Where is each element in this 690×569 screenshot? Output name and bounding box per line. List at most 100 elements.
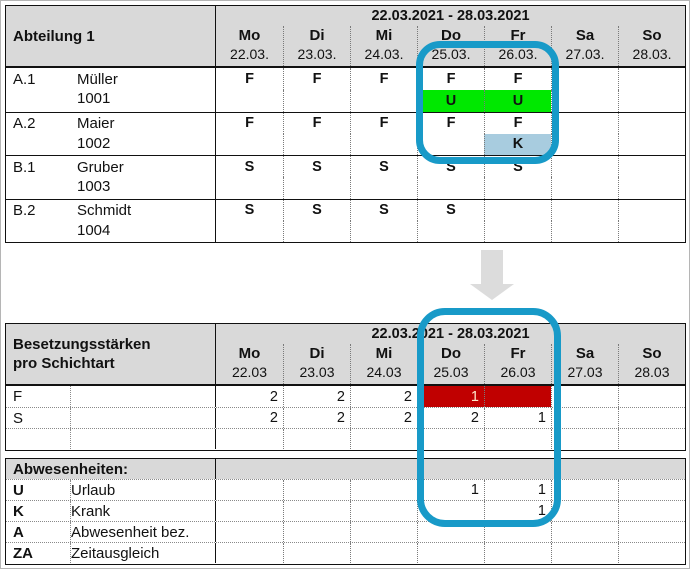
shift-cell[interactable]: [618, 112, 685, 134]
staffing-count-cell[interactable]: 2: [283, 386, 350, 407]
staffing-count-cell[interactable]: 2: [350, 408, 417, 428]
staffing-count-cell[interactable]: 2: [283, 408, 350, 428]
staffing-count-cell[interactable]: [484, 386, 551, 407]
shift-cell[interactable]: S: [417, 199, 484, 221]
staffing-count-cell[interactable]: [551, 429, 618, 449]
staffing-count-cell[interactable]: [283, 429, 350, 449]
staffing-count-cell[interactable]: [618, 408, 685, 428]
absence-count-cell[interactable]: [484, 543, 551, 563]
shift-cell[interactable]: F: [484, 68, 551, 90]
absence-count-cell[interactable]: [216, 522, 283, 542]
shift-cell[interactable]: F: [283, 112, 350, 134]
absence-count-cell[interactable]: [216, 480, 283, 500]
shift-cell[interactable]: F: [417, 112, 484, 134]
absence-count-cell[interactable]: [618, 501, 685, 521]
absence-count-cell[interactable]: [618, 522, 685, 542]
absence-cell[interactable]: [551, 220, 618, 242]
absence-count-cell[interactable]: [484, 522, 551, 542]
staffing-count-cell[interactable]: [551, 386, 618, 407]
absence-cell[interactable]: [484, 220, 551, 242]
shift-cell[interactable]: S: [417, 156, 484, 178]
staffing-count-cell[interactable]: 2: [269, 410, 278, 426]
staffing-count-cell[interactable]: [417, 429, 484, 449]
shift-cell[interactable]: F: [245, 70, 254, 87]
absence-cell[interactable]: [216, 134, 283, 155]
absence-cell[interactable]: U: [484, 89, 551, 112]
absence-count-cell[interactable]: [216, 501, 283, 521]
shift-cell[interactable]: S: [283, 199, 350, 221]
absence-count-cell[interactable]: [283, 543, 350, 563]
absence-count-cell[interactable]: [618, 480, 685, 500]
staffing-count-cell[interactable]: [551, 408, 618, 428]
absence-cell[interactable]: [551, 177, 618, 199]
shift-cell[interactable]: F: [245, 115, 254, 132]
absence-cell[interactable]: [417, 220, 484, 242]
absence-count-cell[interactable]: [350, 543, 417, 563]
shift-cell[interactable]: F: [350, 68, 417, 90]
employee-label-cell[interactable]: A.1 Müller 1001: [13, 70, 118, 108]
shift-cell[interactable]: F: [283, 68, 350, 90]
shift-cell[interactable]: S: [244, 202, 255, 219]
employee-label-cell[interactable]: B.1 Gruber 1003: [13, 158, 124, 196]
absence-count-cell[interactable]: [551, 543, 618, 563]
absence-cell[interactable]: [283, 220, 350, 242]
absence-cell[interactable]: [216, 90, 283, 112]
absence-cell[interactable]: U: [417, 89, 484, 112]
absence-cell[interactable]: [618, 220, 685, 242]
absence-cell[interactable]: [350, 133, 417, 155]
absence-count-cell[interactable]: [417, 543, 484, 563]
absence-cell[interactable]: [350, 89, 417, 112]
absence-cell[interactable]: [551, 89, 618, 112]
staffing-count-cell[interactable]: 2: [269, 388, 278, 405]
absence-cell[interactable]: [283, 177, 350, 199]
employee-label-cell[interactable]: B.2 Schmidt 1004: [13, 202, 132, 239]
employee-label-cell[interactable]: A.2 Maier 1002: [13, 115, 115, 152]
absence-cell[interactable]: [216, 221, 283, 242]
staffing-count-cell[interactable]: 1: [417, 386, 484, 407]
shift-cell[interactable]: S: [350, 156, 417, 178]
shift-cell[interactable]: [484, 199, 551, 221]
staffing-count-cell[interactable]: [484, 429, 551, 449]
shift-cell[interactable]: S: [244, 158, 255, 175]
absence-count-cell[interactable]: [350, 480, 417, 500]
shift-cell[interactable]: S: [350, 199, 417, 221]
shift-cell[interactable]: F: [484, 112, 551, 134]
absence-cell[interactable]: [350, 220, 417, 242]
absence-count-cell[interactable]: 1: [417, 480, 484, 500]
absence-count-cell[interactable]: [283, 522, 350, 542]
absence-cell[interactable]: [283, 89, 350, 112]
staffing-count-cell[interactable]: 2: [350, 386, 417, 407]
absence-count-cell[interactable]: [417, 522, 484, 542]
absence-cell[interactable]: K: [484, 133, 551, 155]
absence-count-cell[interactable]: [618, 543, 685, 563]
shift-cell[interactable]: S: [484, 156, 551, 178]
shift-cell[interactable]: F: [350, 112, 417, 134]
absence-cell[interactable]: [618, 177, 685, 199]
absence-cell[interactable]: [417, 133, 484, 155]
absence-cell[interactable]: [216, 177, 283, 198]
shift-cell[interactable]: [551, 68, 618, 90]
absence-count-cell[interactable]: 1: [484, 501, 551, 521]
shift-cell[interactable]: [551, 199, 618, 221]
absence-count-cell[interactable]: [216, 543, 283, 563]
staffing-count-cell[interactable]: [618, 386, 685, 407]
absence-cell[interactable]: [417, 177, 484, 199]
shift-cell[interactable]: S: [283, 156, 350, 178]
absence-count-cell[interactable]: [350, 522, 417, 542]
absence-count-cell[interactable]: [551, 480, 618, 500]
absence-count-cell[interactable]: [350, 501, 417, 521]
absence-count-cell[interactable]: [283, 480, 350, 500]
absence-count-cell[interactable]: [551, 522, 618, 542]
shift-cell[interactable]: [618, 156, 685, 178]
absence-cell[interactable]: [484, 177, 551, 199]
shift-cell[interactable]: [618, 199, 685, 221]
shift-cell[interactable]: [618, 68, 685, 90]
staffing-count-cell[interactable]: [216, 429, 283, 449]
staffing-count-cell[interactable]: 1: [484, 408, 551, 428]
shift-cell[interactable]: [551, 156, 618, 178]
absence-count-cell[interactable]: [551, 501, 618, 521]
staffing-count-cell[interactable]: 2: [417, 408, 484, 428]
shift-cell[interactable]: F: [417, 68, 484, 90]
absence-count-cell[interactable]: [417, 501, 484, 521]
absence-cell[interactable]: [551, 133, 618, 155]
